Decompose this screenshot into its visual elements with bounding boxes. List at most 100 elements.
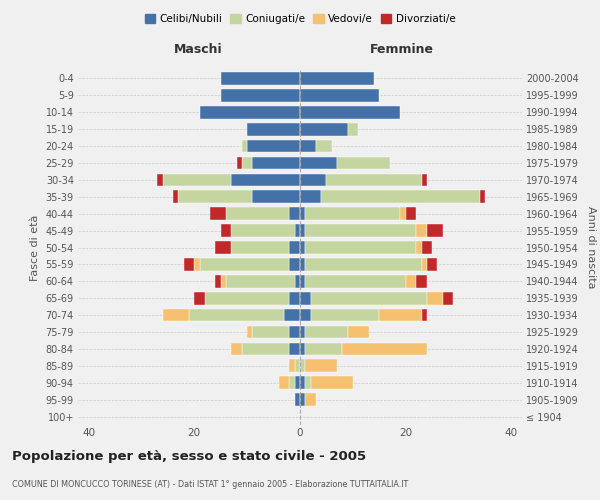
Bar xyxy=(210,208,226,220)
Bar xyxy=(300,190,321,203)
Bar xyxy=(247,140,300,152)
Bar xyxy=(300,106,400,118)
Bar xyxy=(253,190,300,203)
Bar xyxy=(295,224,300,237)
Bar xyxy=(300,258,305,270)
Bar xyxy=(443,292,453,304)
Bar xyxy=(300,224,305,237)
Bar xyxy=(300,208,305,220)
Bar xyxy=(289,326,300,338)
Bar xyxy=(321,190,480,203)
Bar xyxy=(347,326,369,338)
Bar xyxy=(300,394,305,406)
Bar xyxy=(305,342,342,355)
Bar xyxy=(200,106,300,118)
Bar xyxy=(289,208,300,220)
Bar xyxy=(184,258,194,270)
Bar xyxy=(215,241,231,254)
Bar xyxy=(253,326,289,338)
Bar xyxy=(295,376,300,389)
Legend: Celibi/Nubili, Coniugati/e, Vedovi/e, Divorziati/e: Celibi/Nubili, Coniugati/e, Vedovi/e, Di… xyxy=(140,10,460,29)
Bar xyxy=(231,224,295,237)
Bar xyxy=(178,190,253,203)
Bar xyxy=(326,174,422,186)
Bar xyxy=(163,309,189,322)
Bar xyxy=(347,123,358,136)
Bar xyxy=(416,241,422,254)
Bar xyxy=(300,342,305,355)
Bar xyxy=(316,140,332,152)
Text: Femmine: Femmine xyxy=(370,43,434,56)
Bar xyxy=(194,258,200,270)
Bar xyxy=(289,241,300,254)
Bar xyxy=(300,123,347,136)
Bar xyxy=(289,376,295,389)
Bar xyxy=(300,156,337,170)
Bar xyxy=(300,72,374,85)
Text: COMUNE DI MONCUCCO TORINESE (AT) - Dati ISTAT 1° gennaio 2005 - Elaborazione TUT: COMUNE DI MONCUCCO TORINESE (AT) - Dati … xyxy=(12,480,408,489)
Bar xyxy=(300,241,305,254)
Bar xyxy=(305,326,347,338)
Bar xyxy=(242,156,253,170)
Bar xyxy=(289,342,300,355)
Bar xyxy=(300,140,316,152)
Bar xyxy=(422,309,427,322)
Bar xyxy=(231,174,300,186)
Bar xyxy=(295,275,300,287)
Bar xyxy=(305,376,311,389)
Text: Popolazione per età, sesso e stato civile - 2005: Popolazione per età, sesso e stato civil… xyxy=(12,450,366,463)
Bar xyxy=(295,360,300,372)
Bar xyxy=(205,292,289,304)
Bar xyxy=(422,241,432,254)
Bar xyxy=(311,292,427,304)
Bar xyxy=(231,342,242,355)
Bar xyxy=(305,241,416,254)
Bar xyxy=(284,309,300,322)
Bar xyxy=(221,275,226,287)
Bar xyxy=(300,309,311,322)
Bar xyxy=(253,156,300,170)
Bar xyxy=(242,140,247,152)
Bar xyxy=(236,156,242,170)
Bar xyxy=(289,360,295,372)
Bar xyxy=(300,89,379,102)
Bar xyxy=(300,292,311,304)
Bar xyxy=(305,360,337,372)
Bar xyxy=(242,342,289,355)
Bar xyxy=(480,190,485,203)
Bar xyxy=(422,258,427,270)
Bar xyxy=(406,208,416,220)
Bar xyxy=(416,275,427,287)
Bar xyxy=(289,292,300,304)
Bar xyxy=(311,376,353,389)
Bar xyxy=(422,174,427,186)
Bar xyxy=(305,208,400,220)
Bar xyxy=(300,376,305,389)
Bar xyxy=(300,360,305,372)
Bar xyxy=(226,275,295,287)
Bar xyxy=(337,156,390,170)
Bar xyxy=(194,292,205,304)
Bar xyxy=(416,224,427,237)
Bar xyxy=(406,275,416,287)
Bar xyxy=(289,258,300,270)
Bar xyxy=(247,326,253,338)
Bar xyxy=(221,72,300,85)
Bar xyxy=(189,309,284,322)
Bar xyxy=(305,258,422,270)
Bar xyxy=(226,208,289,220)
Bar xyxy=(305,275,406,287)
Bar xyxy=(300,275,305,287)
Text: Maschi: Maschi xyxy=(173,43,222,56)
Bar xyxy=(427,258,437,270)
Bar xyxy=(305,394,316,406)
Bar xyxy=(279,376,289,389)
Y-axis label: Fasce di età: Fasce di età xyxy=(30,214,40,280)
Bar xyxy=(157,174,163,186)
Bar xyxy=(221,224,231,237)
Bar xyxy=(200,258,289,270)
Bar xyxy=(300,326,305,338)
Bar xyxy=(300,174,326,186)
Bar xyxy=(231,241,289,254)
Bar xyxy=(342,342,427,355)
